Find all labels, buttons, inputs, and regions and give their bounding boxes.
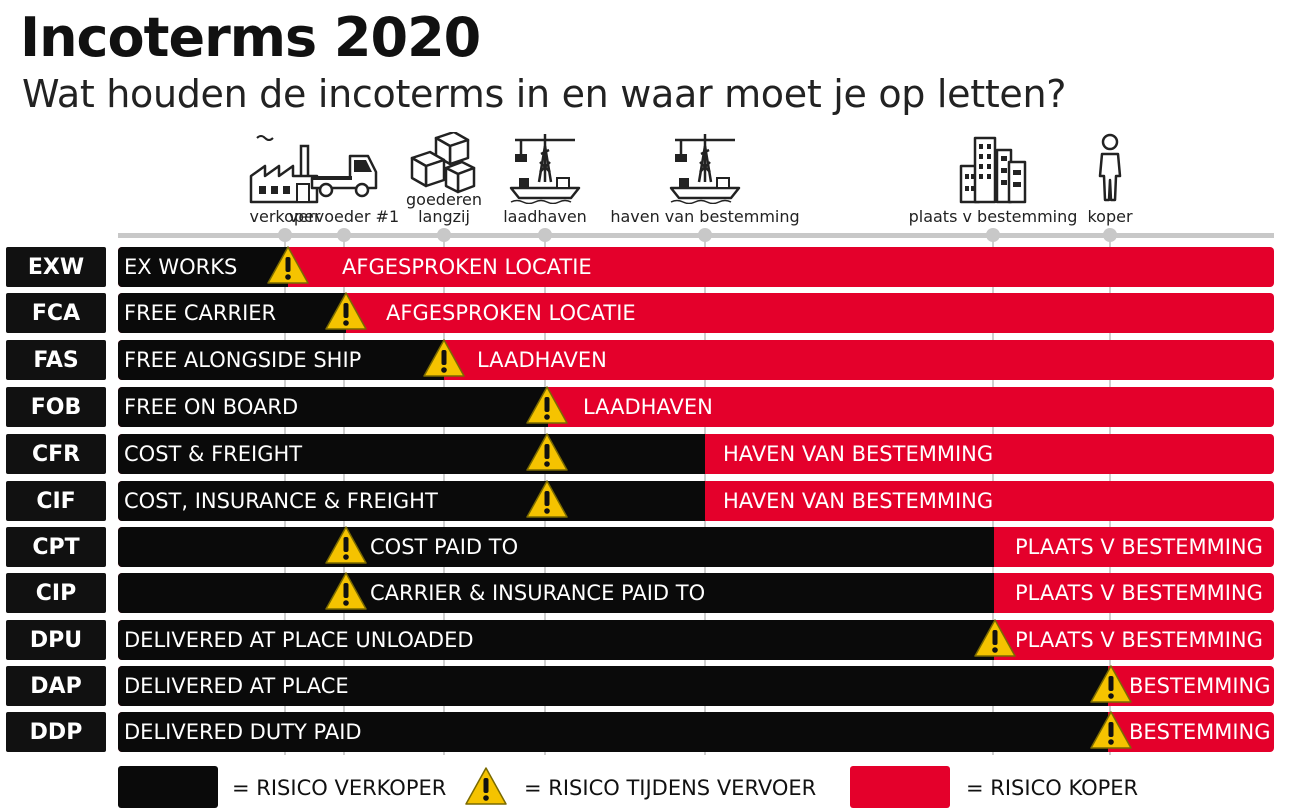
- page-title: Incoterms 2020: [20, 6, 481, 69]
- seller-risk-segment: [118, 666, 1108, 706]
- seller-risk-segment: [118, 434, 705, 474]
- boxes-icon: [406, 130, 482, 204]
- incoterm-risk-bar: EX WORKS AFGESPROKEN LOCATIE: [118, 247, 1274, 287]
- incoterm-risk-bar: COST, INSURANCE & FREIGHT HAVEN VAN BESTE…: [118, 481, 1274, 521]
- timeline-dot: [538, 228, 552, 242]
- seller-risk-segment: [118, 573, 994, 613]
- seller-risk-segment: [118, 527, 994, 567]
- stage-label: laadhaven: [503, 207, 587, 226]
- delivery-location: PLAATS V BESTEMMING: [1015, 535, 1263, 559]
- incoterm-code: EXW: [6, 247, 106, 287]
- incoterm-name: COST, INSURANCE & FREIGHT: [124, 489, 438, 513]
- incoterm-code: CIP: [6, 573, 106, 613]
- incoterm-code: FAS: [6, 340, 106, 380]
- truck-icon: [306, 132, 382, 204]
- warning-icon: [324, 291, 368, 331]
- timeline-dot: [698, 228, 712, 242]
- warning-icon: [324, 525, 368, 565]
- incoterm-name: FREE ON BOARD: [124, 395, 299, 419]
- stage-label: haven van bestemming: [610, 207, 800, 226]
- incoterm-risk-bar: DELIVERED AT PLACE BESTEMMING: [118, 666, 1274, 706]
- warning-icon: [973, 618, 1017, 658]
- incoterm-code: DAP: [6, 666, 106, 706]
- incoterm-code: CFR: [6, 434, 106, 474]
- incoterm-risk-bar: COST & FREIGHT HAVEN VAN BESTEMMING: [118, 434, 1274, 474]
- warning-icon: [525, 432, 569, 472]
- incoterm-risk-bar: DELIVERED AT PLACE UNLOADED PLAATS V BEST…: [118, 620, 1274, 660]
- incoterm-risk-bar: FREE ALONGSIDE SHIP LAADHAVEN: [118, 340, 1274, 380]
- page-subtitle: Wat houden de incoterms in en waar moet …: [22, 72, 1067, 116]
- delivery-location: PLAATS V BESTEMMING: [1015, 581, 1263, 605]
- stage-label: koper: [1087, 207, 1133, 226]
- incoterm-code: CPT: [6, 527, 106, 567]
- incoterm-code: DDP: [6, 712, 106, 752]
- seller-risk-segment: [118, 293, 346, 333]
- port-crane-icon: [507, 132, 583, 205]
- warning-icon: [422, 338, 466, 378]
- delivery-location: LAADHAVEN: [583, 395, 713, 419]
- incoterm-code: DPU: [6, 620, 106, 660]
- delivery-location: LAADHAVEN: [477, 348, 607, 372]
- timeline-dot: [986, 228, 1000, 242]
- incoterm-risk-bar: COST PAID TO PLAATS V BESTEMMING: [118, 527, 1274, 567]
- legend-transport-label: = RISICO TIJDENS VERVOER: [524, 776, 817, 800]
- incoterm-name: EX WORKS: [124, 255, 238, 279]
- stage-label: goederen langzij: [406, 190, 482, 226]
- incoterm-name: DELIVERED DUTY PAID: [124, 720, 362, 744]
- seller-risk-segment: [118, 481, 705, 521]
- delivery-location: HAVEN VAN BESTEMMING: [723, 442, 994, 466]
- warning-icon: [525, 479, 569, 519]
- stage-label: plaats v bestemming: [908, 207, 1078, 226]
- seller-risk-segment: [118, 247, 288, 287]
- seller-risk-segment: [118, 340, 444, 380]
- timeline-dot: [437, 228, 451, 242]
- warning-icon: [1089, 664, 1133, 704]
- delivery-location: HAVEN VAN BESTEMMING: [723, 489, 994, 513]
- seller-risk-segment: [118, 387, 548, 427]
- incoterm-code: CIF: [6, 481, 106, 521]
- incoterm-risk-bar: DELIVERED DUTY PAID BESTEMMING: [118, 712, 1274, 752]
- stage-label: vervoeder #1: [288, 207, 400, 226]
- incoterm-code: FOB: [6, 387, 106, 427]
- legend-buyer-label: = RISICO KOPER: [966, 776, 1139, 800]
- timeline-dot: [278, 228, 292, 242]
- incoterm-name: CARRIER & INSURANCE PAID TO: [370, 581, 706, 605]
- incoterm-risk-bar: FREE ON BOARD LAADHAVEN: [118, 387, 1274, 427]
- incoterm-name: DELIVERED AT PLACE: [124, 674, 349, 698]
- incoterm-name: COST PAID TO: [370, 535, 519, 559]
- legend-buyer-swatch: [850, 766, 950, 808]
- delivery-location: BESTEMMING: [1129, 720, 1271, 744]
- delivery-location: AFGESPROKEN LOCATIE: [386, 301, 636, 325]
- person-icon: [1072, 132, 1148, 204]
- legend-seller-swatch: [118, 766, 218, 808]
- timeline-axis: [118, 233, 1274, 238]
- delivery-location: PLAATS V BESTEMMING: [1015, 628, 1263, 652]
- city-icon: [955, 132, 1031, 204]
- stage-label: verkoper: [249, 207, 321, 226]
- incoterm-name: COST & FREIGHT: [124, 442, 303, 466]
- warning-icon: [266, 245, 310, 285]
- warning-icon: [464, 766, 508, 806]
- port-crane-icon: [667, 132, 743, 205]
- timeline-dot: [1103, 228, 1117, 242]
- incoterm-risk-bar: FREE CARRIER AFGESPROKEN LOCATIE: [118, 293, 1274, 333]
- incoterm-name: FREE CARRIER: [124, 301, 277, 325]
- warning-icon: [1089, 710, 1133, 750]
- timeline-dot: [337, 228, 351, 242]
- warning-icon: [525, 385, 569, 425]
- delivery-location: BESTEMMING: [1129, 674, 1271, 698]
- seller-risk-segment: [118, 712, 1108, 752]
- incoterm-risk-bar: CARRIER & INSURANCE PAID TO PLAATS V BEST…: [118, 573, 1274, 613]
- warning-icon: [324, 571, 368, 611]
- incoterm-name: FREE ALONGSIDE SHIP: [124, 348, 362, 372]
- legend-seller-label: = RISICO VERKOPER: [232, 776, 447, 800]
- seller-risk-segment: [118, 620, 994, 660]
- incoterm-code: FCA: [6, 293, 106, 333]
- delivery-location: AFGESPROKEN LOCATIE: [342, 255, 592, 279]
- incoterm-name: DELIVERED AT PLACE UNLOADED: [124, 628, 474, 652]
